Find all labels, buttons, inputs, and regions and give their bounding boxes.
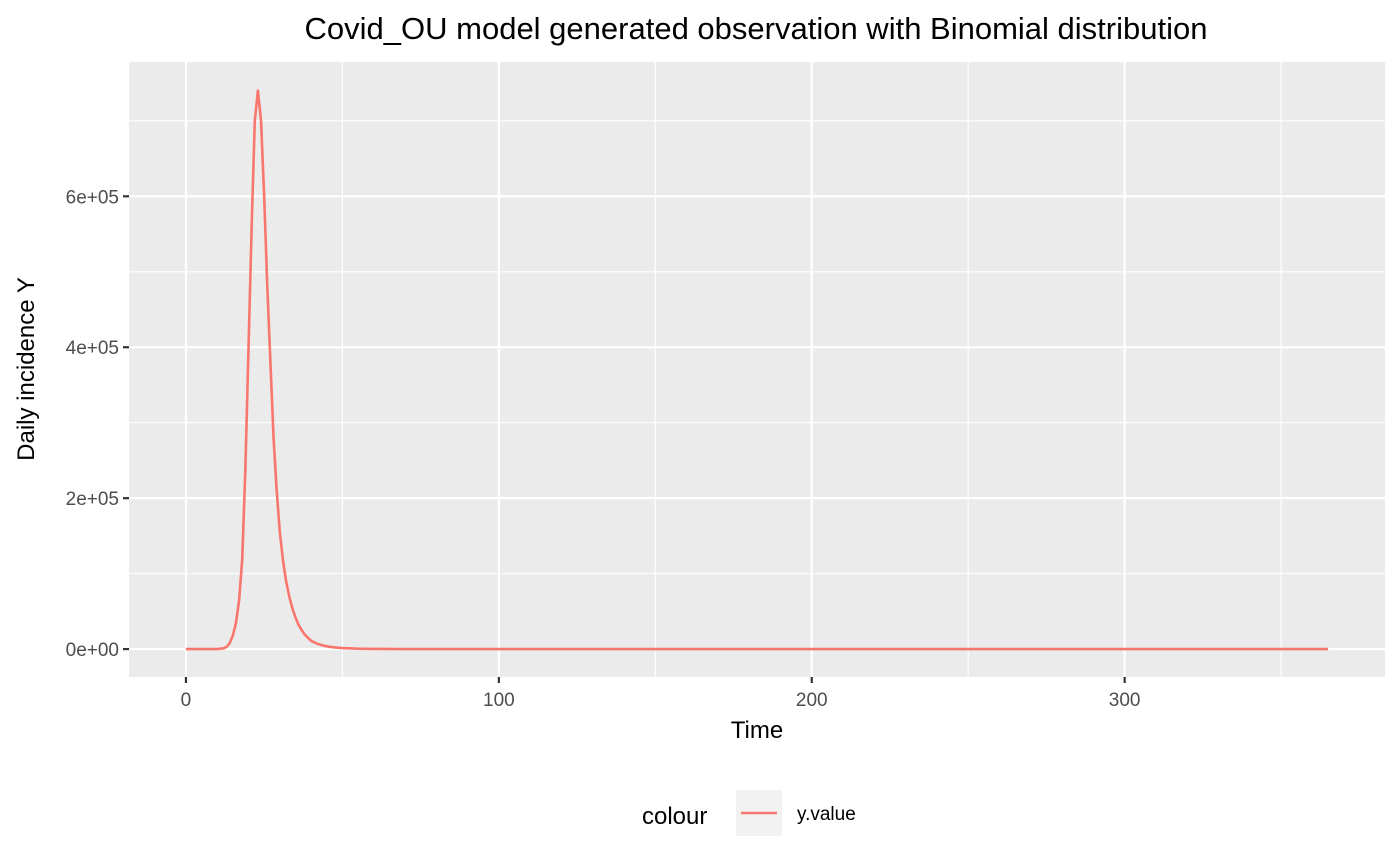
- x-tick-label: 100: [483, 690, 515, 711]
- y-axis-title: Daily incidence Y: [13, 277, 40, 461]
- y-tick-label: 2e+05: [66, 489, 119, 510]
- series-line-1: [185, 89, 1329, 651]
- legend-title: colour: [642, 803, 707, 830]
- x-tick-label: 300: [1109, 690, 1141, 711]
- plot-panel: [129, 62, 1385, 677]
- y-tick-label: 6e+05: [66, 187, 119, 208]
- x-tick-label: 200: [796, 690, 828, 711]
- y-axis-ticks: 0e+00 2e+05 4e+05 6e+05: [66, 187, 129, 661]
- x-axis-title: Time: [731, 717, 783, 744]
- x-tick-label: 0: [181, 690, 192, 711]
- grid-minor: [129, 62, 1385, 677]
- y-tick-label: 4e+05: [66, 338, 119, 359]
- chart-title: Covid_OU model generated observation wit…: [305, 11, 1208, 46]
- legend: colour y.value: [642, 790, 856, 836]
- y-tick-label: 0e+00: [66, 640, 119, 661]
- x-axis-ticks: 0 100 200 300: [181, 677, 1141, 711]
- legend-label: y.value: [797, 804, 856, 825]
- series-layer: [185, 89, 1329, 651]
